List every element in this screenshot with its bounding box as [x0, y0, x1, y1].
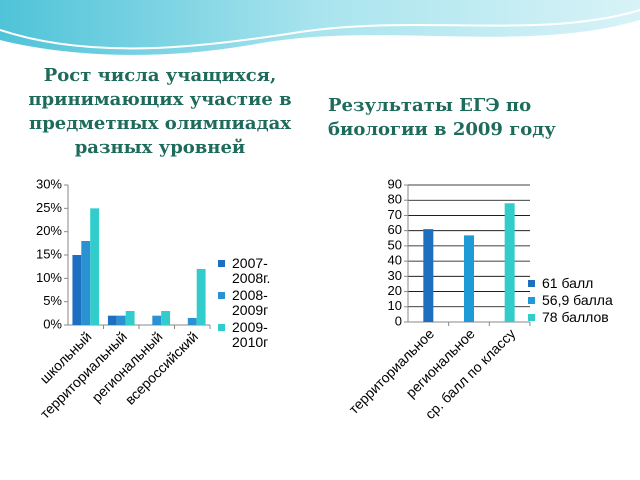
bar — [464, 235, 474, 322]
legend-item: 78 баллов — [528, 310, 623, 325]
bar — [152, 315, 162, 325]
legend-label: 2008-2009г — [232, 287, 269, 318]
y-tick-label: 0 — [395, 313, 402, 328]
legend-item: 2008-2009г — [218, 288, 268, 318]
y-tick-label: 40 — [388, 253, 402, 268]
legend-item: 2007-2008г. — [218, 255, 271, 286]
chart-title: Результаты ЕГЭ по биологии в 2009 году — [328, 95, 556, 140]
chart-title: Рост числа учащихся, принимающих участие… — [28, 65, 292, 158]
bar — [196, 269, 206, 325]
y-tick-label: 10% — [36, 270, 62, 285]
y-tick-label: 20% — [36, 223, 62, 238]
legend-label: 2007-2008г. — [232, 255, 271, 286]
y-tick-label: 20 — [388, 283, 402, 298]
y-tick-label: 90 — [388, 176, 402, 191]
y-tick-label: 10 — [388, 298, 402, 313]
bar — [107, 315, 117, 325]
bar — [81, 241, 91, 325]
bar — [187, 318, 197, 325]
legend-label: 56,9 балла — [542, 292, 613, 308]
y-tick-label: 30% — [36, 176, 62, 191]
legend-item: 56,9 балла — [528, 293, 623, 308]
y-tick-label: 60 — [388, 222, 402, 237]
bar — [72, 255, 82, 325]
legend-swatch — [218, 324, 225, 331]
header-wave-line — [0, 9, 640, 50]
legend-swatch — [528, 297, 535, 304]
y-tick-label: 25% — [36, 200, 62, 215]
legend-swatch — [528, 314, 535, 321]
legend-swatch — [528, 280, 535, 287]
legend-label: 78 баллов — [542, 309, 609, 325]
y-tick-label: 5% — [43, 293, 62, 308]
y-tick-label: 80 — [388, 192, 402, 207]
y-tick-label: 0% — [43, 316, 62, 331]
y-tick-label: 15% — [36, 246, 62, 261]
legend-swatch — [218, 292, 225, 299]
bar — [504, 203, 515, 322]
legend: 2007-2008г. 2008-2009г 2009-2010г — [218, 255, 271, 352]
y-tick-label: 70 — [388, 207, 402, 222]
y-tick-label: 30 — [388, 268, 402, 283]
bar — [90, 208, 100, 325]
header-wave — [0, 0, 640, 55]
legend-swatch — [218, 260, 225, 267]
legend-item: 61 балл — [528, 276, 623, 291]
bar — [423, 229, 434, 322]
bar — [125, 311, 135, 325]
legend-label: 2009-2010г — [232, 319, 269, 350]
bar — [161, 311, 171, 325]
legend-label: 61 балл — [542, 275, 594, 291]
bar — [116, 315, 126, 325]
y-tick-label: 50 — [388, 237, 402, 252]
legend: 61 балл 56,9 балла 78 баллов — [528, 276, 623, 327]
legend-item: 2009-2010г — [218, 320, 268, 350]
